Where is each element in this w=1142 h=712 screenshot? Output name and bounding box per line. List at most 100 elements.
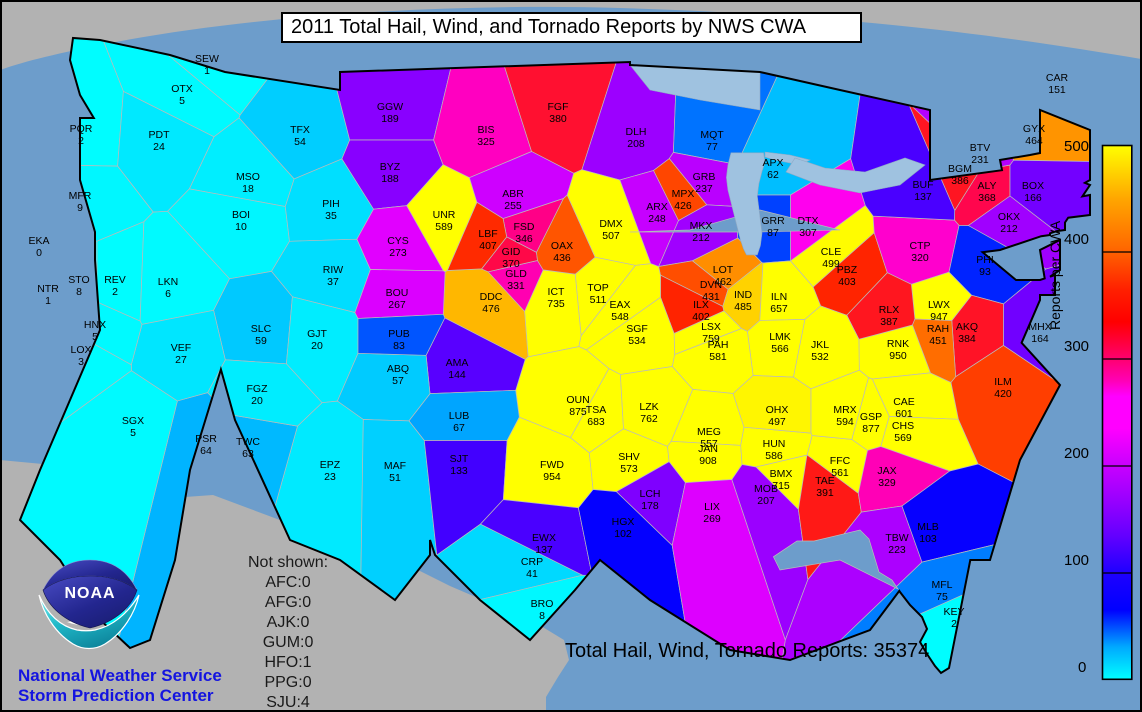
svg-text:37: 37 <box>327 276 339 288</box>
svg-text:476: 476 <box>482 303 500 315</box>
svg-text:273: 273 <box>389 247 407 259</box>
svg-text:TFX: TFX <box>290 124 310 136</box>
svg-text:8: 8 <box>539 610 545 622</box>
svg-text:ICT: ICT <box>548 286 566 298</box>
svg-text:589: 589 <box>435 221 453 233</box>
svg-text:JAX: JAX <box>877 465 896 477</box>
svg-text:62: 62 <box>767 169 779 181</box>
svg-text:BOI: BOI <box>232 209 250 221</box>
svg-text:67: 67 <box>453 422 465 434</box>
svg-text:20: 20 <box>311 340 323 352</box>
svg-text:386: 386 <box>951 175 969 187</box>
svg-text:947: 947 <box>930 311 948 323</box>
svg-text:329: 329 <box>878 477 896 489</box>
svg-text:534: 534 <box>628 335 646 347</box>
svg-text:PQR: PQR <box>70 123 93 135</box>
svg-text:380: 380 <box>549 113 567 125</box>
svg-text:OAX: OAX <box>551 240 573 252</box>
svg-text:FFC: FFC <box>830 455 851 467</box>
svg-text:735: 735 <box>547 298 565 310</box>
svg-text:BOX: BOX <box>1022 180 1044 192</box>
svg-text:497: 497 <box>768 416 786 428</box>
svg-text:41: 41 <box>526 568 538 580</box>
svg-text:23: 23 <box>324 471 336 483</box>
svg-text:HUN: HUN <box>763 438 786 450</box>
svg-text:DLH: DLH <box>625 126 646 138</box>
svg-text:FWD: FWD <box>540 459 564 471</box>
svg-text:93: 93 <box>979 266 991 278</box>
svg-text:KEY: KEY <box>943 606 964 618</box>
svg-text:569: 569 <box>894 432 912 444</box>
svg-text:OKX: OKX <box>998 211 1020 223</box>
svg-text:SGF: SGF <box>626 323 648 335</box>
svg-text:407: 407 <box>479 240 497 252</box>
svg-text:BOU: BOU <box>386 287 409 299</box>
svg-text:FGZ: FGZ <box>247 383 269 395</box>
svg-text:368: 368 <box>978 192 996 204</box>
svg-text:BYZ: BYZ <box>380 161 401 173</box>
svg-text:CAE: CAE <box>893 396 915 408</box>
svg-text:5: 5 <box>130 427 136 439</box>
svg-text:RNK: RNK <box>887 338 909 350</box>
svg-text:762: 762 <box>640 413 658 425</box>
svg-text:532: 532 <box>811 351 829 363</box>
svg-text:59: 59 <box>255 335 267 347</box>
svg-text:BGM: BGM <box>948 163 972 175</box>
svg-text:212: 212 <box>692 232 710 244</box>
svg-text:VEF: VEF <box>171 342 191 354</box>
svg-text:LOX: LOX <box>70 344 91 356</box>
svg-text:CAR: CAR <box>1046 72 1069 84</box>
svg-text:657: 657 <box>770 303 788 315</box>
svg-text:EPZ: EPZ <box>320 459 341 471</box>
svg-text:83: 83 <box>393 340 405 352</box>
svg-text:601: 601 <box>895 408 913 420</box>
svg-text:BUF: BUF <box>913 179 934 191</box>
svg-text:SGX: SGX <box>122 415 144 427</box>
svg-text:954: 954 <box>543 471 561 483</box>
svg-text:331: 331 <box>507 280 525 292</box>
svg-text:LUB: LUB <box>449 410 469 422</box>
svg-text:102: 102 <box>614 528 632 540</box>
svg-text:PBZ: PBZ <box>837 264 858 276</box>
svg-text:DVN: DVN <box>700 279 722 291</box>
svg-text:269: 269 <box>703 513 721 525</box>
svg-text:2: 2 <box>112 286 118 298</box>
svg-text:STO: STO <box>68 274 89 286</box>
svg-text:CYS: CYS <box>387 235 409 247</box>
svg-text:573: 573 <box>620 463 638 475</box>
svg-text:391: 391 <box>816 487 834 499</box>
svg-text:MPX: MPX <box>672 188 695 200</box>
svg-text:27: 27 <box>175 354 187 366</box>
svg-text:166: 166 <box>1024 192 1042 204</box>
svg-text:CHS: CHS <box>892 420 914 432</box>
svg-text:566: 566 <box>771 343 789 355</box>
svg-text:1: 1 <box>204 65 210 77</box>
svg-text:207: 207 <box>757 495 775 507</box>
svg-text:MOB: MOB <box>754 483 778 495</box>
svg-text:10: 10 <box>235 221 247 233</box>
svg-text:MRX: MRX <box>833 404 856 416</box>
svg-text:0: 0 <box>36 247 42 259</box>
svg-text:35: 35 <box>325 210 337 222</box>
svg-text:BRO: BRO <box>531 598 554 610</box>
svg-text:877: 877 <box>862 423 880 435</box>
svg-text:GRB: GRB <box>693 171 716 183</box>
svg-text:2: 2 <box>78 135 84 147</box>
svg-text:178: 178 <box>641 500 659 512</box>
svg-text:OHX: OHX <box>766 404 789 416</box>
svg-text:464: 464 <box>1025 135 1043 147</box>
svg-text:87: 87 <box>767 227 779 239</box>
svg-text:2: 2 <box>951 618 957 630</box>
svg-text:SEW: SEW <box>195 53 219 65</box>
svg-text:PIH: PIH <box>322 198 340 210</box>
svg-text:875: 875 <box>569 406 587 418</box>
svg-text:UNR: UNR <box>433 209 456 221</box>
svg-text:BTV: BTV <box>970 142 990 154</box>
svg-text:BIS: BIS <box>478 124 495 136</box>
svg-text:212: 212 <box>1000 223 1018 235</box>
svg-text:LCH: LCH <box>639 488 660 500</box>
svg-text:TOP: TOP <box>587 282 608 294</box>
svg-text:75: 75 <box>936 591 948 603</box>
svg-text:3: 3 <box>78 356 84 368</box>
svg-text:MAF: MAF <box>384 460 406 472</box>
